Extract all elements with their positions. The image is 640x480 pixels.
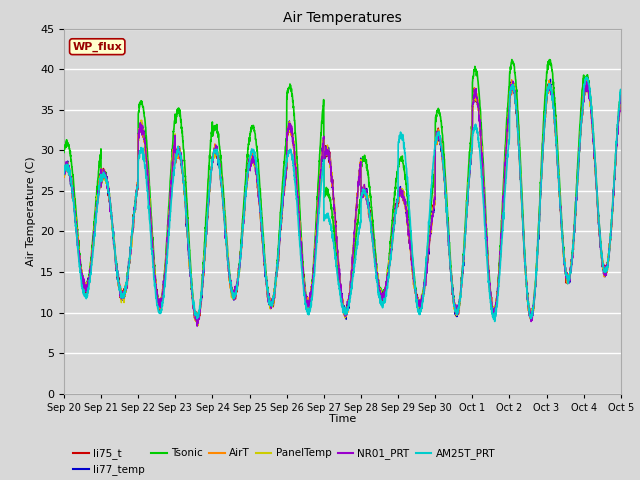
- AM25T_PRT: [617, 89, 625, 95]
- li75_t: [194, 323, 202, 328]
- li77_temp: [547, 76, 554, 82]
- AirT: [157, 303, 164, 309]
- PanelTemp: [617, 95, 625, 101]
- Tsonic: [274, 253, 282, 259]
- PanelTemp: [606, 241, 614, 247]
- Line: NR01_PRT: NR01_PRT: [64, 81, 621, 326]
- AirT: [606, 238, 614, 244]
- Text: WP_flux: WP_flux: [72, 42, 122, 52]
- li77_temp: [298, 257, 306, 263]
- AM25T_PRT: [298, 265, 305, 271]
- Line: Tsonic: Tsonic: [64, 60, 621, 324]
- AirT: [617, 94, 625, 99]
- Legend: li75_t, li77_temp, Tsonic, AirT, PanelTemp, NR01_PRT, AM25T_PRT: li75_t, li77_temp, Tsonic, AirT, PanelTe…: [69, 444, 499, 480]
- li75_t: [547, 81, 554, 87]
- li75_t: [274, 264, 282, 270]
- NR01_PRT: [193, 324, 201, 329]
- Tsonic: [606, 237, 614, 243]
- Line: PanelTemp: PanelTemp: [64, 82, 621, 325]
- AirT: [124, 274, 131, 280]
- NR01_PRT: [60, 171, 68, 177]
- X-axis label: Time: Time: [329, 414, 356, 424]
- PanelTemp: [157, 301, 164, 307]
- AirT: [298, 252, 306, 258]
- li77_temp: [606, 238, 614, 243]
- PanelTemp: [60, 173, 68, 179]
- NR01_PRT: [124, 273, 131, 279]
- li77_temp: [617, 94, 625, 100]
- Tsonic: [298, 241, 306, 247]
- AM25T_PRT: [124, 275, 131, 281]
- AM25T_PRT: [274, 264, 282, 269]
- Line: li77_temp: li77_temp: [64, 79, 621, 323]
- Title: Air Temperatures: Air Temperatures: [283, 11, 402, 25]
- li77_temp: [124, 278, 131, 284]
- li77_temp: [546, 82, 554, 87]
- li77_temp: [60, 171, 68, 177]
- li77_temp: [274, 260, 282, 265]
- AirT: [508, 77, 515, 83]
- AM25T_PRT: [606, 237, 614, 243]
- Tsonic: [547, 57, 554, 63]
- PanelTemp: [124, 276, 131, 282]
- li75_t: [606, 242, 614, 248]
- li75_t: [617, 90, 625, 96]
- AM25T_PRT: [157, 309, 164, 315]
- Tsonic: [124, 269, 131, 275]
- NR01_PRT: [584, 78, 591, 84]
- Line: li75_t: li75_t: [64, 82, 621, 325]
- Tsonic: [617, 87, 625, 93]
- li77_temp: [194, 320, 202, 325]
- Tsonic: [193, 321, 201, 326]
- AirT: [60, 170, 68, 176]
- NR01_PRT: [298, 254, 306, 260]
- NR01_PRT: [274, 260, 282, 266]
- PanelTemp: [194, 323, 202, 328]
- AM25T_PRT: [546, 83, 554, 89]
- Tsonic: [508, 57, 516, 62]
- li77_temp: [157, 302, 164, 308]
- NR01_PRT: [617, 91, 625, 97]
- NR01_PRT: [606, 235, 614, 241]
- AM25T_PRT: [491, 319, 499, 324]
- Line: AM25T_PRT: AM25T_PRT: [64, 77, 621, 322]
- PanelTemp: [546, 83, 554, 88]
- li75_t: [545, 79, 553, 84]
- li75_t: [124, 278, 131, 284]
- AM25T_PRT: [582, 74, 589, 80]
- Line: AirT: AirT: [64, 80, 621, 325]
- NR01_PRT: [157, 300, 164, 306]
- Tsonic: [60, 150, 68, 156]
- AirT: [274, 263, 282, 269]
- Tsonic: [157, 299, 164, 305]
- PanelTemp: [274, 264, 282, 270]
- AirT: [547, 85, 554, 91]
- PanelTemp: [298, 251, 306, 257]
- AM25T_PRT: [60, 171, 68, 177]
- li75_t: [60, 165, 68, 171]
- NR01_PRT: [546, 83, 554, 89]
- Y-axis label: Air Temperature (C): Air Temperature (C): [26, 156, 36, 266]
- AirT: [193, 322, 201, 328]
- li75_t: [298, 248, 306, 253]
- PanelTemp: [584, 79, 592, 85]
- li75_t: [157, 305, 164, 311]
